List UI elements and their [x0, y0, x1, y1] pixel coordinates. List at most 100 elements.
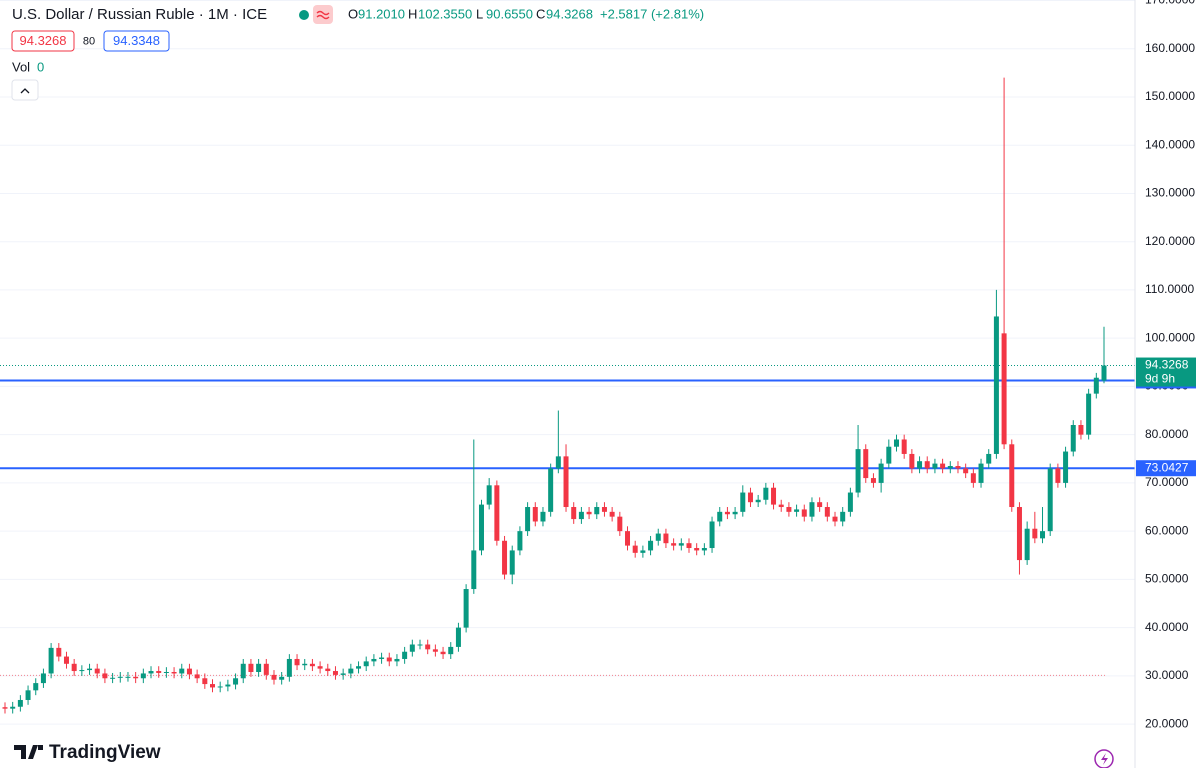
y-tick-label: 110.0000: [1145, 282, 1194, 296]
candle-body: [1047, 468, 1053, 532]
candle-body: [463, 589, 469, 628]
candle-body: [194, 674, 200, 679]
bid-box[interactable]: [11, 30, 75, 52]
candle-body: [1055, 468, 1061, 483]
y-tick-label: 50.0000: [1145, 572, 1189, 586]
spread: 80: [83, 35, 95, 47]
candle-body: [332, 671, 338, 675]
candle-body: [417, 644, 423, 646]
ohlc-value: 91.2010: [358, 6, 405, 21]
candle-body: [1016, 507, 1022, 561]
candle-body: [455, 627, 461, 647]
candle-body: [294, 658, 300, 666]
candle-body: [233, 678, 239, 685]
candle-body: [763, 487, 769, 500]
countdown: 9d 9h: [1145, 372, 1175, 386]
brand: TradingView: [49, 742, 161, 763]
candle-body: [79, 670, 85, 672]
candle-body: [724, 511, 730, 515]
candle-body: [540, 511, 546, 522]
candle-body: [110, 677, 116, 679]
candle-body: [225, 684, 231, 687]
candle-body: [1101, 365, 1107, 381]
candle-body: [855, 449, 861, 493]
volume-value: 0: [37, 59, 44, 74]
candle-body: [617, 516, 623, 532]
ask-box[interactable]: [103, 30, 170, 52]
candle-body: [140, 673, 146, 679]
candle-body: [94, 668, 100, 674]
candle-body: [186, 668, 192, 675]
candle-body: [17, 699, 23, 707]
candle-body: [1070, 425, 1076, 452]
candle-body: [924, 461, 930, 469]
candle-body: [947, 466, 953, 469]
candle-body: [586, 511, 592, 515]
candle-body: [1024, 528, 1030, 561]
y-tick-label: 120.0000: [1145, 234, 1195, 248]
candle-body: [371, 658, 377, 662]
candle-body: [686, 543, 692, 549]
level-tag: [1136, 460, 1196, 477]
candle-body: [563, 456, 569, 508]
candle-body: [432, 649, 438, 652]
candle-body: [901, 439, 907, 454]
candle-body: [740, 492, 746, 512]
candle-body: [309, 663, 315, 667]
candle-body: [409, 644, 415, 652]
candle-body: [1009, 444, 1015, 508]
candle-body: [809, 502, 815, 517]
candle-body: [771, 487, 777, 505]
candle-body: [179, 668, 185, 674]
indicator-button[interactable]: [313, 5, 333, 24]
candle-body: [801, 509, 807, 517]
y-tick-label: 140.0000: [1145, 137, 1195, 151]
alert-icon[interactable]: [1094, 749, 1114, 768]
candle-body: [609, 511, 615, 517]
y-tick-label: 100.0000: [1145, 330, 1195, 344]
candle-body: [202, 678, 208, 685]
y-tick-label: 30.0000: [1145, 668, 1189, 682]
candle-body: [917, 461, 923, 469]
candle-body: [48, 647, 54, 674]
candle-body: [555, 456, 561, 469]
candle-body: [25, 690, 31, 700]
change: +2.5817 (+2.81%): [600, 6, 704, 21]
ohlc-value: 94.3268: [546, 6, 593, 21]
collapse-button[interactable]: [11, 79, 39, 101]
candle-body: [978, 463, 984, 483]
candle-body: [286, 658, 292, 677]
candle-body: [1063, 451, 1069, 483]
candle-body: [832, 516, 838, 522]
y-tick-label: 150.0000: [1145, 89, 1195, 103]
candle-body: [548, 468, 554, 512]
y-tick-label: 130.0000: [1145, 186, 1195, 200]
candle-body: [747, 492, 753, 503]
brand-logo: [14, 745, 43, 759]
candle-body: [348, 668, 354, 674]
candle-body: [671, 543, 677, 546]
candle-body: [63, 656, 69, 664]
candle-body: [717, 511, 723, 522]
candle-body: [578, 511, 584, 520]
candle-body: [394, 658, 400, 662]
candle-body: [163, 672, 169, 673]
candle-body: [701, 548, 707, 551]
candle-body: [478, 504, 484, 551]
candle-body: [486, 485, 492, 505]
candle-body: [386, 657, 392, 662]
candle-body: [440, 651, 446, 655]
candle-body: [56, 647, 62, 657]
candle-body: [2, 707, 8, 709]
candle-body: [594, 507, 600, 515]
candle-body: [363, 661, 369, 667]
candle-body: [886, 446, 892, 464]
candle-body: [10, 706, 16, 709]
candle-body: [87, 668, 93, 671]
candle-body: [794, 509, 800, 512]
candle-body: [1040, 531, 1046, 539]
candle-body: [963, 468, 969, 474]
candle-body: [40, 673, 46, 684]
ohlc-label: O: [348, 6, 358, 21]
